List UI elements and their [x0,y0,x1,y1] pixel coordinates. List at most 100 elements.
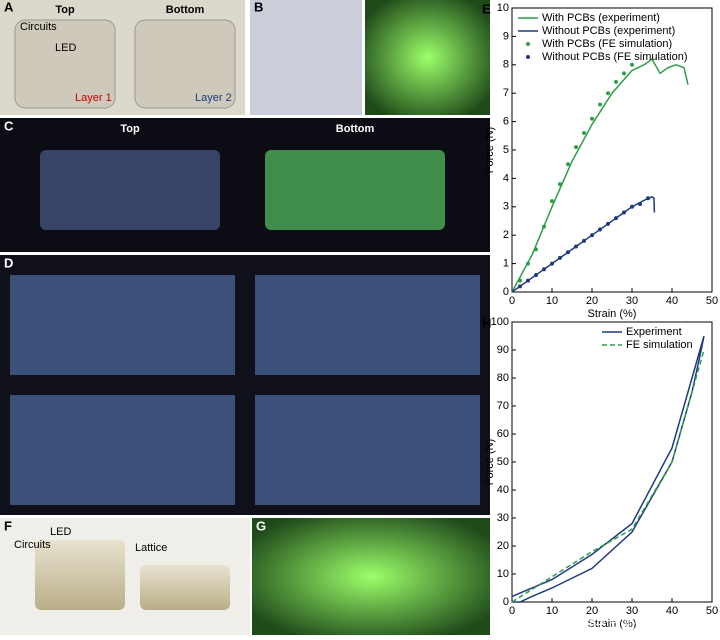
legend-label: FE simulation [626,339,693,351]
lattice-block [140,565,230,610]
photo-b1 [250,0,362,115]
panel-label: D [4,255,13,270]
point [646,196,650,201]
y-tick-label: 90 [497,344,509,356]
y-axis-label: Force (N) [484,439,496,485]
y-tick-label: 2 [503,229,509,241]
lattice-block [35,540,125,610]
x-axis-label: Strain (%) [588,618,637,630]
x-tick-label: 40 [666,295,678,307]
point [614,79,618,84]
label: Top [55,4,75,16]
point [582,238,586,243]
x-tick-label: 20 [586,605,598,617]
label: LED [50,526,71,538]
x-tick-label: 40 [666,605,678,617]
device-top [14,19,116,109]
series-line [511,335,705,603]
glove [10,275,235,375]
y-tick-label: 60 [497,428,509,440]
y-tick-label: 50 [497,456,509,468]
label: Lattice [135,542,167,554]
point [558,255,562,260]
y-tick-label: 6 [503,116,509,128]
point [518,278,522,283]
x-tick-label: 30 [626,605,638,617]
point [526,278,530,283]
point [606,91,610,96]
photo-b2 [365,0,490,115]
point [598,227,602,232]
panel-label: H [482,315,491,330]
point [550,199,554,204]
x-tick-label: 50 [706,605,718,617]
point [534,272,538,277]
y-tick-label: 70 [497,400,509,412]
photo-g [252,518,490,635]
y-tick-label: 4 [503,172,509,184]
point [630,62,634,67]
point [630,204,634,209]
point [542,224,546,229]
series-line [511,349,705,603]
label: Circuits [20,21,57,33]
device-bottom [134,19,236,109]
y-axis-label: Force (N) [484,127,496,173]
label: Bottom [336,123,375,135]
y-tick-label: 10 [497,568,509,580]
point [574,244,578,249]
point [614,216,618,221]
point [550,261,554,266]
panel-label: C [4,118,14,133]
x-tick-label: 0 [509,295,515,307]
x-tick-label: 30 [626,295,638,307]
point [558,182,562,187]
label: Layer 1 [75,92,112,104]
point [526,261,530,266]
x-tick-label: 20 [586,295,598,307]
point [542,267,546,272]
panel-label: G [256,518,266,533]
point [622,71,626,76]
y-tick-label: 20 [497,540,509,552]
y-tick-label: 30 [497,512,509,524]
glove [255,275,480,375]
panel-label: E [482,1,491,16]
legend-marker [526,55,530,59]
y-tick-label: 10 [497,2,509,14]
point [590,116,594,121]
y-tick-label: 80 [497,372,509,384]
y-tick-label: 9 [503,30,509,42]
x-tick-label: 10 [546,605,558,617]
legend-label: Experiment [626,326,682,338]
y-tick-label: 5 [503,144,509,156]
device [40,150,220,230]
point [590,233,594,238]
plot-area [511,321,713,603]
y-tick-label: 100 [491,316,509,328]
point [518,284,522,289]
label: LED [55,42,76,54]
panel-label: B [254,0,263,14]
y-tick-label: 0 [503,286,509,298]
legend-label: Without PCBs (FE simulation) [542,51,687,63]
y-tick-label: 3 [503,201,509,213]
point [598,102,602,107]
device [265,150,445,230]
x-tick-label: 50 [706,295,718,307]
series-line [511,58,689,293]
watermark: 知乎 @泥土六二三 [584,617,675,631]
panel-label: F [4,518,12,533]
y-tick-label: 8 [503,59,509,71]
point [566,162,570,167]
point [622,210,626,215]
glove [10,395,235,505]
legend-marker [526,42,530,46]
x-tick-label: 10 [546,295,558,307]
glove [255,395,480,505]
point [534,247,538,252]
point [606,221,610,226]
y-tick-label: 0 [503,596,509,608]
point [582,130,586,135]
